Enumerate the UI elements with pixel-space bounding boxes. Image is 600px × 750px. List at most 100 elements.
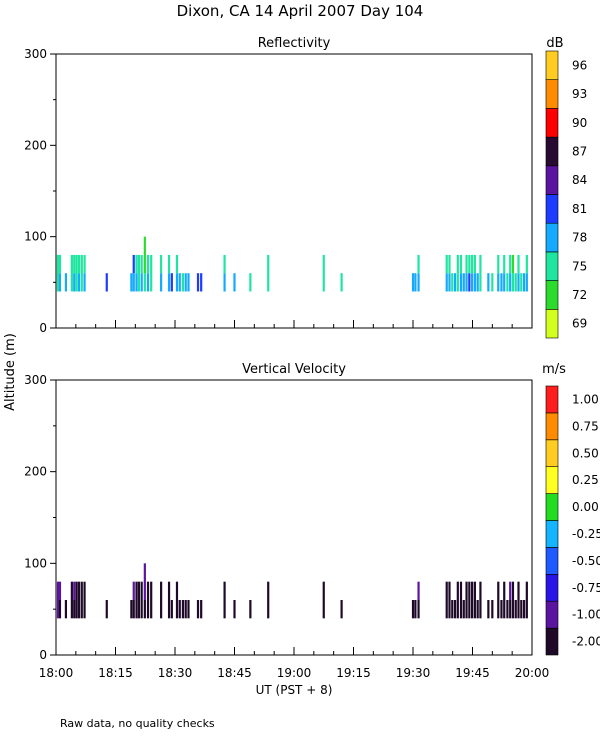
data-cell xyxy=(448,581,451,600)
data-cell xyxy=(514,273,517,292)
data-cell xyxy=(459,600,463,619)
data-cell xyxy=(511,600,515,619)
data-cell xyxy=(525,254,528,274)
reflectivity-x-axis xyxy=(55,320,533,328)
velocity-cells xyxy=(56,563,528,619)
colorbar-label: 78 xyxy=(572,231,587,245)
colorbar-swatch xyxy=(545,251,559,281)
data-cell xyxy=(143,273,146,292)
colorbar-label: 84 xyxy=(572,173,587,187)
reflectivity-title: Reflectivity xyxy=(258,36,331,51)
velocity-colorbar-unit: m/s xyxy=(542,362,566,377)
colorbar-label: 72 xyxy=(572,288,587,302)
data-cell xyxy=(137,254,140,292)
data-cell xyxy=(170,273,173,292)
data-cell xyxy=(456,254,459,274)
figure-title: Dixon, CA 14 April 2007 Day 104 xyxy=(177,2,424,20)
data-cell xyxy=(233,600,236,619)
data-cell xyxy=(140,600,143,619)
data-cell xyxy=(150,581,153,619)
data-cell xyxy=(187,273,190,292)
data-cell xyxy=(462,600,465,619)
data-cell xyxy=(417,273,420,292)
data-cell xyxy=(167,254,171,274)
data-cell xyxy=(520,600,523,619)
data-cell xyxy=(160,600,163,619)
data-cell xyxy=(417,600,420,619)
colorbar-swatch xyxy=(545,222,559,253)
data-cell xyxy=(445,273,448,292)
data-cell xyxy=(479,254,482,292)
x-tick-label: 19:00 xyxy=(277,666,312,680)
data-cell xyxy=(132,273,135,292)
data-cell xyxy=(105,600,108,619)
data-cell xyxy=(468,254,471,274)
data-cell xyxy=(132,600,135,619)
colorbar-swatch xyxy=(545,385,559,414)
data-cell xyxy=(476,600,479,619)
data-cell xyxy=(70,254,73,292)
colorbar-swatch xyxy=(545,280,559,310)
colorbar-label: 0.00 xyxy=(572,500,599,514)
colorbar-swatch xyxy=(545,627,559,656)
data-cell xyxy=(167,273,171,292)
data-cell xyxy=(465,581,468,600)
y-tick-label: 100 xyxy=(24,230,47,244)
data-cell xyxy=(459,254,463,274)
data-cell xyxy=(503,581,506,600)
colorbar-label: 0.75 xyxy=(572,419,599,433)
colorbar-swatch xyxy=(545,547,559,575)
data-cell xyxy=(340,273,343,292)
colorbar-swatch xyxy=(545,412,559,441)
reflectivity-panel: Reflectivity dB 0 100 200 300 69 72 75 78 81 84 8… xyxy=(24,36,587,339)
data-cell xyxy=(514,600,517,619)
data-cell xyxy=(187,600,190,619)
data-cell xyxy=(471,600,474,619)
data-cell xyxy=(175,273,179,292)
data-cell xyxy=(196,600,200,619)
data-cell xyxy=(175,254,179,274)
colorbar-label: 0.50 xyxy=(572,446,599,460)
x-tick-label: 19:45 xyxy=(455,666,490,680)
colorbar-label: 75 xyxy=(572,259,587,273)
data-cell xyxy=(500,273,503,292)
x-tick-label: 18:30 xyxy=(158,666,193,680)
data-cell xyxy=(196,273,200,292)
data-cell xyxy=(143,600,146,619)
y-tick-label: 300 xyxy=(24,47,47,61)
data-cell xyxy=(200,273,203,292)
data-cell xyxy=(64,273,68,292)
y-tick-label: 100 xyxy=(24,556,47,570)
data-cell xyxy=(509,600,512,619)
data-cell xyxy=(511,254,515,274)
colorbar-swatch xyxy=(545,493,559,521)
data-cell xyxy=(414,600,417,619)
data-cell xyxy=(267,581,270,619)
data-cell xyxy=(465,600,468,619)
data-cell xyxy=(322,581,325,619)
data-cell xyxy=(525,600,528,619)
data-cell xyxy=(491,273,494,292)
x-tick-label: 19:15 xyxy=(336,666,371,680)
data-cell xyxy=(511,273,515,292)
colorbar-label: -0.50 xyxy=(572,554,600,568)
data-cell xyxy=(487,273,490,292)
data-cell xyxy=(448,254,451,274)
data-cell xyxy=(473,600,476,619)
data-cell xyxy=(73,273,76,292)
data-cell xyxy=(130,273,133,292)
reflectivity-colorbar-unit: dB xyxy=(546,36,563,51)
data-cell xyxy=(417,254,420,274)
data-cell xyxy=(525,273,528,292)
data-cell xyxy=(500,600,503,619)
data-cell xyxy=(132,581,135,600)
data-cell xyxy=(249,273,252,292)
data-cell xyxy=(456,581,459,600)
data-cell xyxy=(468,600,471,619)
x-tick-label: 18:15 xyxy=(98,666,133,680)
data-cell xyxy=(517,600,520,619)
colorbar-label: 96 xyxy=(572,58,587,72)
colorbar-swatch xyxy=(545,466,559,494)
data-cell xyxy=(473,581,476,600)
